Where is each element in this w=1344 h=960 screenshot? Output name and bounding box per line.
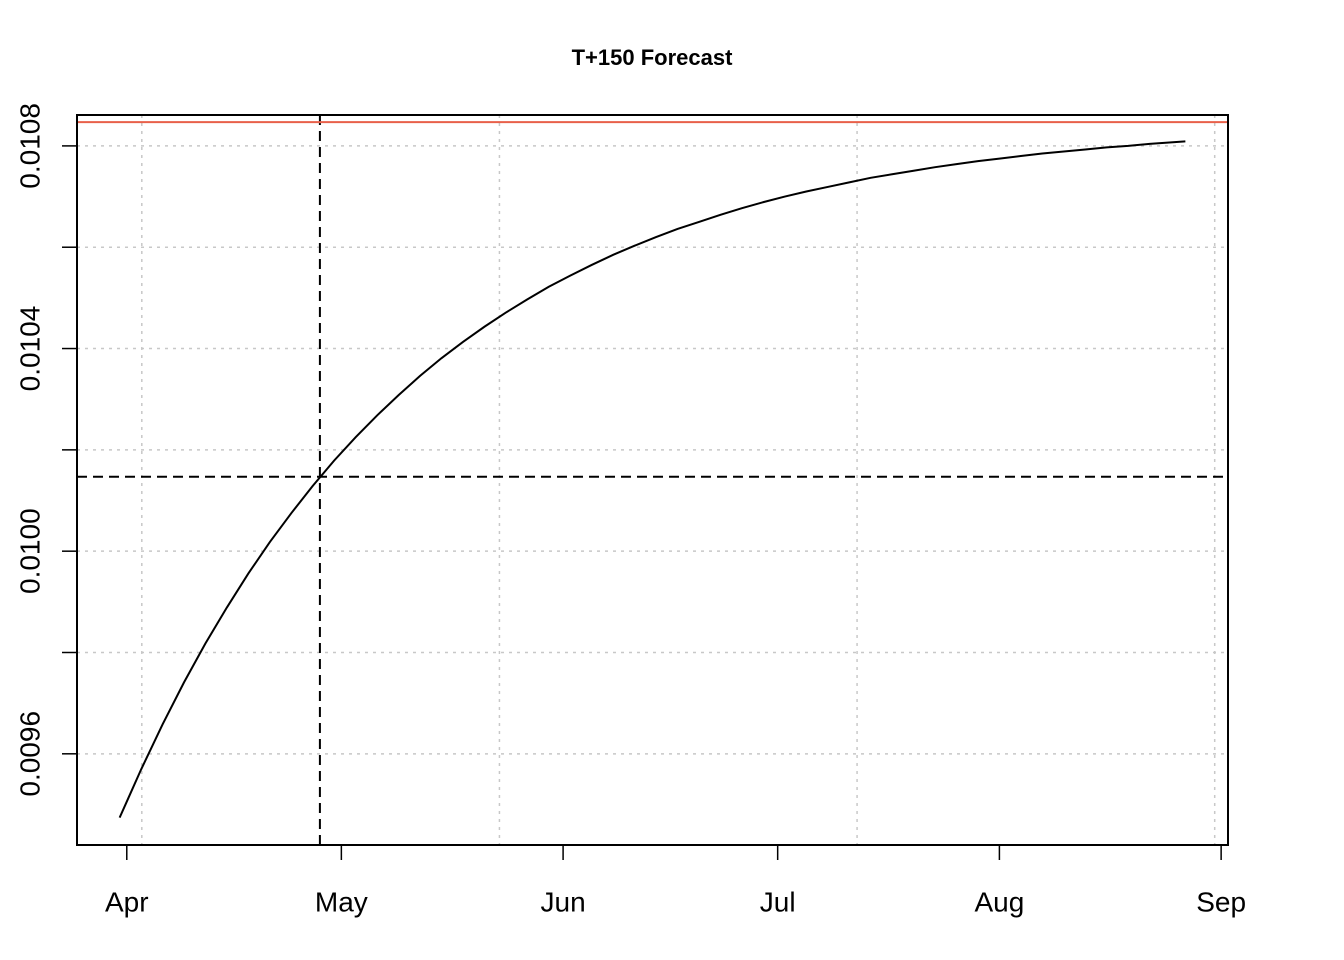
- x-tick-label: Sep: [1196, 886, 1246, 917]
- x-tick-label: May: [315, 886, 368, 917]
- x-tick-label: Jul: [760, 886, 796, 917]
- x-tick-label: Jun: [541, 886, 586, 917]
- forecast-line: [118, 140, 1186, 819]
- y-tick-label: 0.0100: [14, 508, 45, 594]
- x-tick-label: Aug: [974, 886, 1024, 917]
- y-tick-label: 0.0104: [14, 306, 45, 392]
- y-tick-label: 0.0108: [14, 103, 45, 189]
- plot-frame: [76, 114, 1229, 846]
- chart-title: T+150 Forecast: [572, 45, 733, 70]
- y-tick-label: 0.0096: [14, 711, 45, 797]
- x-tick-label: Apr: [105, 886, 149, 917]
